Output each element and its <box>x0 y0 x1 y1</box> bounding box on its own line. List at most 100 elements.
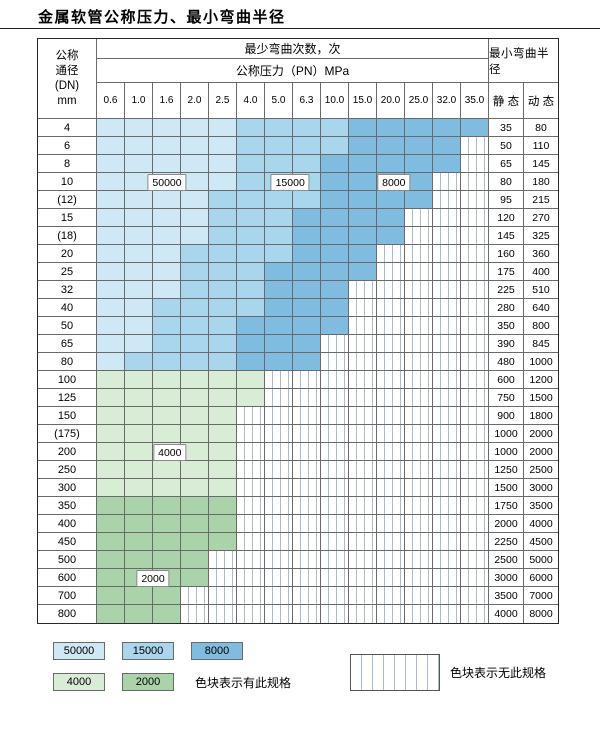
no-spec-cell <box>321 353 349 371</box>
no-spec-cell <box>461 245 489 263</box>
spec-cell <box>97 353 125 371</box>
spec-cell <box>349 245 377 263</box>
no-spec-cell <box>293 533 321 551</box>
spec-cell <box>125 281 153 299</box>
spec-cell <box>237 317 265 335</box>
spec-cell <box>181 497 209 515</box>
dn-cell: 400 <box>38 515 97 533</box>
spec-cell <box>97 605 125 623</box>
dynamic-value-cell: 510 <box>524 281 558 299</box>
no-spec-cell <box>405 353 433 371</box>
no-spec-cell <box>461 479 489 497</box>
no-spec-cell <box>405 605 433 623</box>
no-spec-cell <box>461 335 489 353</box>
spec-cell <box>125 155 153 173</box>
no-spec-cell <box>433 605 461 623</box>
legend-row-blue: 50000 15000 8000 <box>53 642 291 660</box>
no-spec-cell <box>349 335 377 353</box>
no-spec-cell <box>293 515 321 533</box>
spec-cell <box>125 299 153 317</box>
no-spec-cell <box>377 515 405 533</box>
spec-cell <box>377 209 405 227</box>
no-spec-cell <box>461 137 489 155</box>
dynamic-value-cell: 7000 <box>524 587 558 605</box>
static-value-cell: 145 <box>489 227 524 245</box>
no-spec-cell <box>461 587 489 605</box>
spec-cell <box>237 227 265 245</box>
spec-cell <box>153 461 181 479</box>
pressure-col-header: 32.0 <box>433 83 461 119</box>
spec-cell <box>97 461 125 479</box>
no-spec-cell <box>405 389 433 407</box>
no-spec-cell <box>405 569 433 587</box>
no-spec-cell <box>405 461 433 479</box>
no-spec-cell <box>433 461 461 479</box>
dn-cell: 800 <box>38 605 97 623</box>
no-spec-cell <box>321 443 349 461</box>
legend-row-green: 4000 2000 色块表示有此规格 <box>53 673 291 691</box>
spec-cell <box>125 263 153 281</box>
no-spec-cell <box>377 497 405 515</box>
spec-cell <box>153 299 181 317</box>
legend-swatch-8000: 8000 <box>191 642 243 660</box>
page-title: 金属软管公称压力、最小弯曲半径 <box>38 9 286 26</box>
spec-cell <box>153 515 181 533</box>
spec-cell <box>349 209 377 227</box>
pressure-col-header: 35.0 <box>461 83 489 119</box>
spec-cell <box>125 227 153 245</box>
no-spec-cell <box>293 497 321 515</box>
spec-cell <box>153 281 181 299</box>
static-value-cell: 2500 <box>489 551 524 569</box>
dn-cell: 700 <box>38 587 97 605</box>
no-spec-cell <box>461 227 489 245</box>
spec-cell <box>97 371 125 389</box>
no-spec-cell <box>405 533 433 551</box>
spec-cell <box>125 443 153 461</box>
no-spec-cell <box>209 551 237 569</box>
no-spec-cell <box>433 389 461 407</box>
legend-green-swatches: 4000 2000 <box>53 673 191 691</box>
no-spec-cell <box>405 299 433 317</box>
dn-cell: 20 <box>38 245 97 263</box>
no-spec-cell <box>377 281 405 299</box>
spec-cell <box>433 119 461 137</box>
pressure-col-header: 0.6 <box>97 83 125 119</box>
no-spec-cell <box>433 551 461 569</box>
static-value-cell: 65 <box>489 155 524 173</box>
cycle-count-label: 15000 <box>270 174 310 191</box>
dynamic-value-cell: 3000 <box>524 479 558 497</box>
spec-cell <box>181 155 209 173</box>
spec-cell <box>125 425 153 443</box>
no-spec-cell <box>265 479 293 497</box>
spec-cell <box>349 191 377 209</box>
no-spec-cell <box>433 587 461 605</box>
no-spec-cell <box>349 371 377 389</box>
no-spec-cell <box>461 353 489 371</box>
no-spec-cell <box>461 497 489 515</box>
no-spec-cell <box>377 263 405 281</box>
spec-cell <box>377 227 405 245</box>
spec-cell <box>237 209 265 227</box>
spec-cell <box>293 191 321 209</box>
spec-cell <box>125 119 153 137</box>
spec-cell <box>97 389 125 407</box>
spec-cell <box>97 551 125 569</box>
dynamic-value-cell: 640 <box>524 299 558 317</box>
spec-cell <box>209 533 237 551</box>
spec-cell <box>97 299 125 317</box>
spec-cell <box>237 371 265 389</box>
spec-cell <box>377 119 405 137</box>
no-spec-cell <box>265 425 293 443</box>
spec-cell <box>293 155 321 173</box>
spec-cell <box>377 137 405 155</box>
no-spec-cell <box>349 587 377 605</box>
static-value-cell: 1000 <box>489 443 524 461</box>
spec-cell <box>125 317 153 335</box>
cycle-count-label: 50000 <box>147 174 187 191</box>
spec-cell <box>265 299 293 317</box>
spec-cell <box>181 335 209 353</box>
spec-cell <box>377 191 405 209</box>
spec-cell <box>153 227 181 245</box>
spec-cell <box>265 227 293 245</box>
